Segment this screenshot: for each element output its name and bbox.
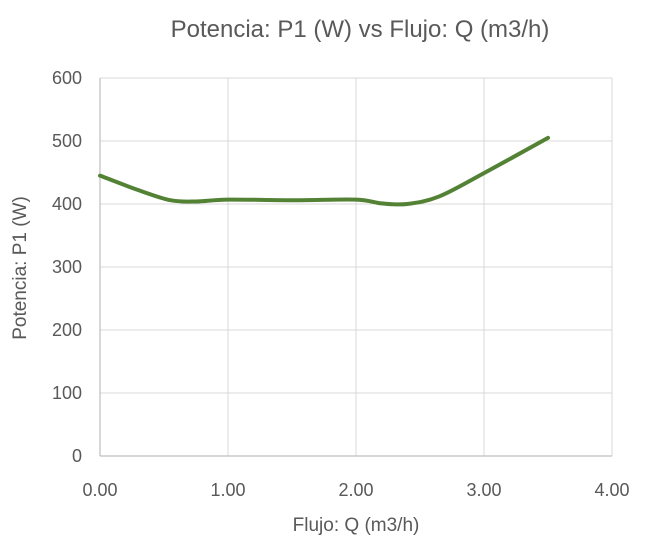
y-axis-title: Potencia: P1 (W) — [10, 196, 31, 340]
chart-title: Potencia: P1 (W) vs Flujo: Q (m3/h) — [171, 16, 550, 43]
y-tick-label: 200 — [52, 320, 82, 340]
y-axis-ticks: 0 100 200 300 400 500 600 — [52, 68, 82, 466]
axes — [99, 78, 612, 457]
y-tick-label: 0 — [72, 446, 82, 466]
x-tick-label: 0.00 — [82, 480, 117, 500]
x-tick-label: 3.00 — [466, 480, 501, 500]
y-tick-label: 100 — [52, 383, 82, 403]
x-axis-ticks: 0.00 1.00 2.00 3.00 4.00 — [82, 480, 629, 500]
x-tick-label: 1.00 — [210, 480, 245, 500]
grid — [100, 77, 613, 456]
series-layer — [98, 135, 550, 207]
x-axis-title: Flujo: Q (m3/h) — [293, 515, 420, 536]
y-tick-label: 300 — [52, 257, 82, 277]
y-tick-label: 600 — [52, 68, 82, 88]
x-tick-label: 2.00 — [338, 480, 373, 500]
data-series-line — [98, 135, 550, 207]
y-tick-label: 400 — [52, 194, 82, 214]
y-tick-label: 500 — [52, 131, 82, 151]
x-tick-label: 4.00 — [594, 480, 629, 500]
